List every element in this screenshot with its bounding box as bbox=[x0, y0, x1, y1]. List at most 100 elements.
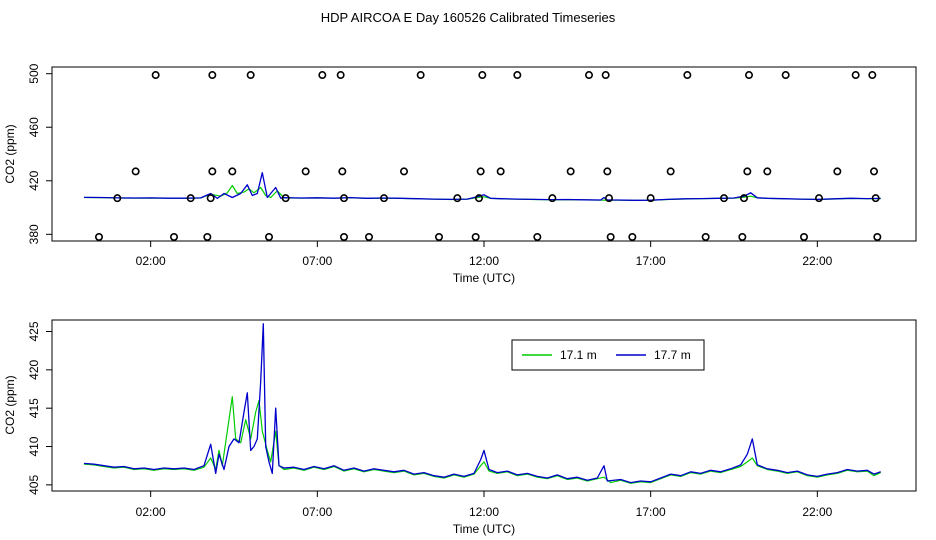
calibration-point bbox=[666, 167, 675, 176]
bottom-x-axis-title: Time (UTC) bbox=[453, 522, 515, 536]
calibration-point bbox=[379, 194, 388, 203]
calibration-point bbox=[646, 194, 655, 203]
x-tick-label: 12:00 bbox=[469, 505, 499, 519]
calibration-point bbox=[186, 194, 195, 203]
calibration-point bbox=[416, 71, 425, 80]
calibration-point bbox=[228, 167, 237, 176]
calibration-point bbox=[339, 232, 348, 241]
calibration-point bbox=[814, 194, 823, 203]
x-tick-label: 22:00 bbox=[802, 505, 832, 519]
calibration-point bbox=[453, 194, 462, 203]
calibration-point bbox=[548, 194, 557, 203]
x-tick-label: 17:00 bbox=[636, 254, 666, 268]
calibration-point bbox=[434, 232, 443, 241]
legend: 17.1 m 17.7 m bbox=[511, 339, 705, 371]
calibration-point bbox=[799, 232, 808, 241]
calibration-point bbox=[833, 167, 842, 176]
calibration-point bbox=[476, 167, 485, 176]
calibration-point bbox=[719, 194, 728, 203]
calibration-point bbox=[208, 71, 217, 80]
y-tick-label: 405 bbox=[27, 475, 41, 495]
y-tick-label: 460 bbox=[27, 117, 41, 137]
calibration-point bbox=[868, 71, 877, 80]
calibration-point bbox=[851, 71, 860, 80]
calibration-point bbox=[513, 71, 522, 80]
calibration-point bbox=[781, 71, 790, 80]
calibration-point bbox=[604, 194, 613, 203]
bottom-plot-frame bbox=[51, 319, 917, 492]
y-tick-label: 410 bbox=[27, 436, 41, 456]
top-y-axis: 380 420 460 500 bbox=[27, 63, 52, 244]
series-line-17-1-m bbox=[83, 396, 881, 484]
calibration-point bbox=[113, 194, 122, 203]
calibration-point bbox=[533, 232, 542, 241]
series-line-17-7-m bbox=[83, 323, 881, 484]
calibration-point bbox=[496, 167, 505, 176]
y-tick-label: 420 bbox=[27, 170, 41, 190]
calibration-point bbox=[601, 71, 610, 80]
calibration-point bbox=[474, 194, 483, 203]
calibration-point bbox=[399, 167, 408, 176]
calibration-point bbox=[338, 167, 347, 176]
bottom-y-axis: 405 410 415 420 425 bbox=[27, 321, 52, 495]
calibration-point bbox=[628, 232, 637, 241]
calibration-point bbox=[336, 71, 345, 80]
top-x-axis-title: Time (UTC) bbox=[453, 271, 515, 285]
calibration-point bbox=[95, 232, 104, 241]
calibration-point bbox=[206, 194, 215, 203]
calibration-point bbox=[683, 71, 692, 80]
top-x-axis: 02:00 07:00 12:00 17:00 22:00 bbox=[136, 241, 833, 268]
x-tick-label: 07:00 bbox=[302, 254, 332, 268]
calibration-point bbox=[566, 167, 575, 176]
calibration-point bbox=[318, 71, 327, 80]
bottom-y-axis-title: CO2 (ppm) bbox=[3, 375, 17, 434]
x-tick-label: 12:00 bbox=[469, 254, 499, 268]
calibration-point bbox=[208, 167, 217, 176]
calibration-point bbox=[281, 194, 290, 203]
calibration-point bbox=[869, 167, 878, 176]
x-tick-label: 02:00 bbox=[136, 505, 166, 519]
calibration-point bbox=[603, 167, 612, 176]
x-tick-label: 02:00 bbox=[136, 254, 166, 268]
bottom-series-group bbox=[83, 323, 881, 484]
calibration-point bbox=[203, 232, 212, 241]
calibration-point bbox=[170, 232, 179, 241]
calibration-point bbox=[871, 194, 880, 203]
calibration-point bbox=[606, 232, 615, 241]
calibration-point bbox=[339, 194, 348, 203]
calibration-point bbox=[246, 71, 255, 80]
y-tick-label: 415 bbox=[27, 398, 41, 418]
bottom-panel: 02:00 07:00 12:00 17:00 22:00 405 410 415 420 42… bbox=[3, 319, 917, 536]
calibration-point bbox=[478, 71, 487, 80]
top-y-axis-title: CO2 (ppm) bbox=[3, 124, 17, 183]
calibration-point bbox=[364, 232, 373, 241]
y-tick-label: 425 bbox=[27, 321, 41, 341]
calibration-point bbox=[739, 194, 748, 203]
top-plot-frame bbox=[51, 66, 917, 242]
x-tick-label: 07:00 bbox=[302, 505, 332, 519]
x-tick-label: 22:00 bbox=[802, 254, 832, 268]
figure-title: HDP AIRCOA E Day 160526 Calibrated Times… bbox=[321, 10, 616, 25]
top-calibration-points bbox=[95, 71, 882, 241]
x-tick-label: 17:00 bbox=[636, 505, 666, 519]
calibration-point bbox=[743, 167, 752, 176]
calibration-point bbox=[763, 167, 772, 176]
calibration-point bbox=[701, 232, 710, 241]
legend-label-17-7: 17.7 m bbox=[654, 348, 691, 362]
bottom-x-axis: 02:00 07:00 12:00 17:00 22:00 bbox=[136, 491, 833, 519]
y-tick-label: 500 bbox=[27, 63, 41, 83]
legend-label-17-1: 17.1 m bbox=[560, 348, 597, 362]
calibration-point bbox=[151, 71, 160, 80]
calibration-point bbox=[131, 167, 140, 176]
calibration-point bbox=[584, 71, 593, 80]
calibration-point bbox=[738, 232, 747, 241]
calibration-point bbox=[744, 71, 753, 80]
calibration-point bbox=[264, 232, 273, 241]
calibration-point bbox=[301, 167, 310, 176]
top-panel: 02:00 07:00 12:00 17:00 22:00 380 420 460 500 T… bbox=[3, 63, 917, 285]
y-tick-label: 380 bbox=[27, 224, 41, 244]
calibration-point bbox=[471, 232, 480, 241]
calibration-point bbox=[873, 232, 882, 241]
